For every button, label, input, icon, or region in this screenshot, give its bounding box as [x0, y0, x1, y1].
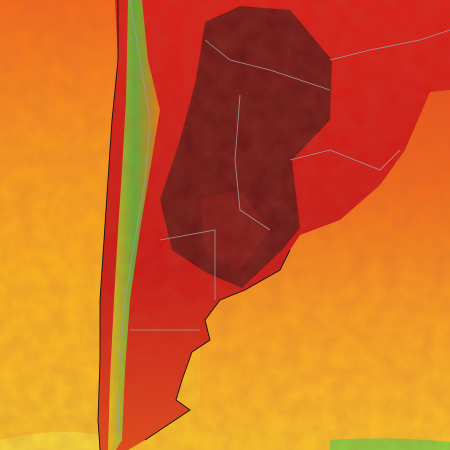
coast-east	[144, 249, 291, 441]
border-bolivia	[204, 39, 331, 91]
coast-west	[97, 0, 119, 450]
border-chile	[117, 0, 151, 441]
border-province	[159, 229, 216, 300]
coastline	[97, 0, 291, 450]
border-uruguay	[289, 149, 401, 171]
border-brazil	[329, 29, 450, 61]
border-province	[234, 94, 271, 231]
borders	[117, 0, 450, 441]
